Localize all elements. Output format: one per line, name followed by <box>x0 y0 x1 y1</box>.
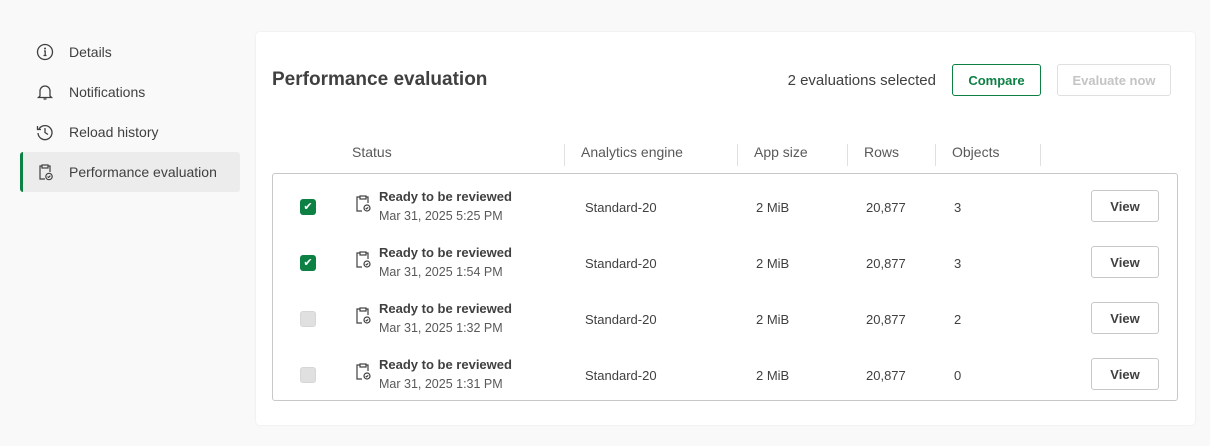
sidebar-item-performance-evaluation[interactable]: Performance evaluation <box>20 152 240 192</box>
objects-count: 3 <box>954 200 962 215</box>
timestamp: Mar 31, 2025 5:25 PM <box>379 209 503 223</box>
table-row: Ready to be reviewed Mar 31, 2025 1:32 P… <box>273 286 1177 342</box>
view-button[interactable]: View <box>1091 302 1159 334</box>
app-size: 2 MiB <box>756 312 790 327</box>
performance-evaluation-panel: Performance evaluation 2 evaluations sel… <box>256 32 1195 425</box>
history-icon <box>36 125 53 141</box>
evaluations-table: ✔ Ready to be reviewed Mar 31, 2025 5:25… <box>272 173 1178 401</box>
table-header: Status Analytics engine App size Rows Ob… <box>272 140 1178 166</box>
app-size: 2 MiB <box>756 368 790 383</box>
rows-count: 20,877 <box>866 312 906 327</box>
sidebar-item-label: Notifications <box>69 84 146 100</box>
clipboard-check-icon <box>39 164 53 181</box>
bell-icon <box>36 85 54 100</box>
clipboard-check-icon <box>355 251 371 272</box>
evaluate-now-button[interactable]: Evaluate now <box>1057 64 1171 96</box>
view-button[interactable]: View <box>1091 358 1159 390</box>
row-checkbox[interactable] <box>300 311 316 327</box>
column-header-analytics-engine[interactable]: Analytics engine <box>565 144 738 166</box>
rows-count: 20,877 <box>866 368 906 383</box>
column-header-app-size[interactable]: App size <box>738 144 848 166</box>
sidebar-item-label: Details <box>69 44 112 60</box>
row-checkbox[interactable]: ✔ <box>300 199 316 215</box>
view-button[interactable]: View <box>1091 246 1159 278</box>
sidebar-item-notifications[interactable]: Notifications <box>20 72 240 112</box>
table-row: ✔ Ready to be reviewed Mar 31, 2025 1:54… <box>273 230 1177 286</box>
table-row: Ready to be reviewed Mar 31, 2025 1:31 P… <box>273 342 1177 398</box>
status-text: Ready to be reviewed <box>379 245 512 260</box>
objects-count: 0 <box>954 368 962 383</box>
clipboard-check-icon <box>355 307 371 328</box>
analytics-engine: Standard-20 <box>585 368 657 383</box>
clipboard-check-icon <box>355 195 371 216</box>
analytics-engine: Standard-20 <box>585 200 657 215</box>
column-header-objects[interactable]: Objects <box>936 144 1041 166</box>
column-header-status[interactable]: Status <box>336 144 565 166</box>
timestamp: Mar 31, 2025 1:54 PM <box>379 265 503 279</box>
compare-button[interactable]: Compare <box>952 64 1041 96</box>
sidebar-item-label: Reload history <box>69 124 159 140</box>
sidebar-item-label: Performance evaluation <box>69 164 217 180</box>
page-title: Performance evaluation <box>272 69 488 90</box>
clipboard-check-icon <box>355 363 371 384</box>
selection-count: 2 evaluations selected <box>787 72 936 89</box>
table-row: ✔ Ready to be reviewed Mar 31, 2025 5:25… <box>273 174 1177 230</box>
row-checkbox[interactable] <box>300 367 316 383</box>
sidebar-nav: Details Notifications Reload history Per… <box>20 32 240 192</box>
sidebar-item-details[interactable]: Details <box>20 32 240 72</box>
view-button[interactable]: View <box>1091 190 1159 222</box>
info-icon <box>36 43 54 61</box>
column-header-rows[interactable]: Rows <box>848 144 936 166</box>
objects-count: 3 <box>954 256 962 271</box>
timestamp: Mar 31, 2025 1:32 PM <box>379 321 503 335</box>
row-checkbox[interactable]: ✔ <box>300 255 316 271</box>
app-size: 2 MiB <box>756 256 790 271</box>
status-text: Ready to be reviewed <box>379 357 512 372</box>
rows-count: 20,877 <box>866 256 906 271</box>
objects-count: 2 <box>954 312 962 327</box>
app-size: 2 MiB <box>756 200 790 215</box>
analytics-engine: Standard-20 <box>585 312 657 327</box>
sidebar-item-reload-history[interactable]: Reload history <box>20 112 240 152</box>
rows-count: 20,877 <box>866 200 906 215</box>
analytics-engine: Standard-20 <box>585 256 657 271</box>
status-text: Ready to be reviewed <box>379 189 512 204</box>
status-text: Ready to be reviewed <box>379 301 512 316</box>
timestamp: Mar 31, 2025 1:31 PM <box>379 377 503 391</box>
